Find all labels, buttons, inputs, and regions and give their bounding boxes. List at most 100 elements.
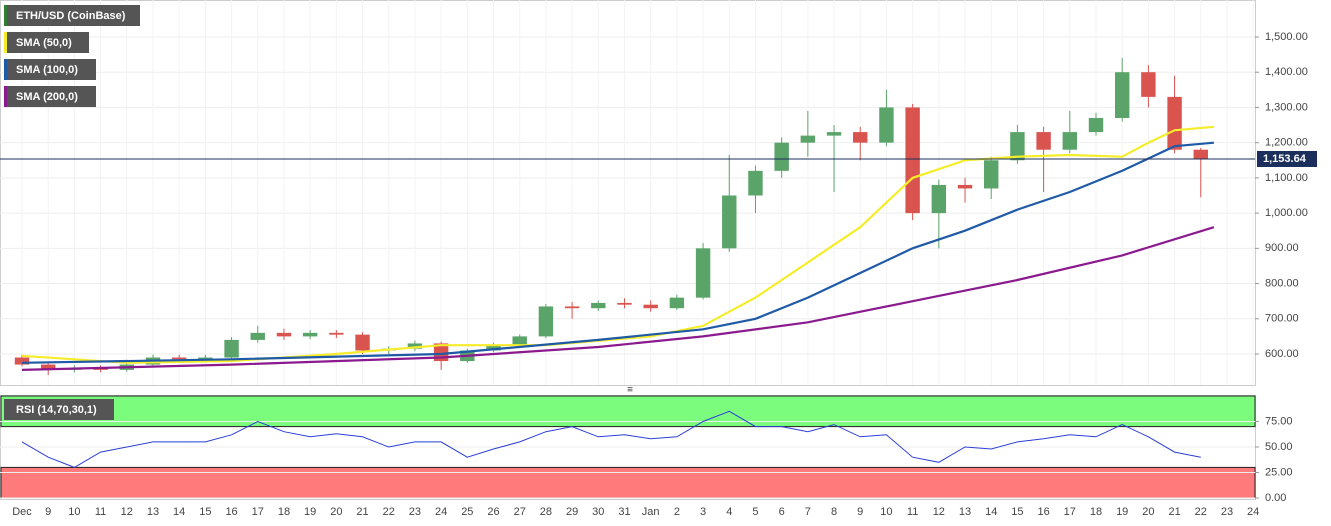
x-tick-label: 17 <box>1064 506 1076 518</box>
legend-label: ETH/USD (CoinBase) <box>16 10 126 22</box>
candle-body <box>224 339 239 358</box>
x-tick-label: 14 <box>985 506 997 518</box>
x-tick-label: 13 <box>147 506 159 518</box>
x-tick-label: 6 <box>779 506 785 518</box>
x-tick-label: 29 <box>566 506 578 518</box>
candle-body <box>643 304 658 309</box>
x-tick-label: 14 <box>173 506 185 518</box>
x-tick-label: Jan <box>642 506 660 518</box>
y-tick-label: 25.00 <box>1265 466 1293 478</box>
y-tick-label: 700.00 <box>1265 313 1299 325</box>
y-tick-label: 50.00 <box>1265 441 1293 453</box>
candle-body <box>774 142 789 171</box>
x-tick-label: 22 <box>1195 506 1207 518</box>
x-tick-label: 25 <box>461 506 473 518</box>
x-tick-label: 18 <box>278 506 290 518</box>
candle-body <box>40 364 56 370</box>
x-tick-label: 30 <box>592 506 604 518</box>
candle-body <box>171 357 187 360</box>
candle-body <box>591 302 606 309</box>
x-tick-label: 24 <box>435 506 447 518</box>
candle-body <box>198 357 213 360</box>
y-tick-label: 600.00 <box>1265 348 1299 360</box>
x-tick-label: 17 <box>252 506 264 518</box>
candle-body <box>1114 72 1130 119</box>
x-tick-label: 13 <box>959 506 971 518</box>
x-tick-label: 21 <box>1168 506 1180 518</box>
legend-swatch <box>4 5 7 26</box>
candle-body <box>984 160 999 189</box>
last-price-box <box>1257 150 1317 167</box>
legend-box <box>4 5 140 26</box>
candle-body <box>931 184 947 214</box>
rsi-line <box>21 410 1201 468</box>
candle-body <box>1010 132 1025 161</box>
sma-line <box>21 141 1214 364</box>
candle-body <box>1062 132 1078 150</box>
candle-body <box>302 332 318 337</box>
x-tick-label: 19 <box>304 506 316 518</box>
legend-label: SMA (50,0) <box>16 37 72 49</box>
legend-label: SMA (100,0) <box>16 64 78 76</box>
legend-swatch <box>4 86 7 107</box>
candle-body <box>957 184 973 189</box>
y-tick-label: 1,000.00 <box>1265 207 1308 219</box>
candle-body <box>564 306 580 309</box>
x-tick-label: 7 <box>805 506 811 518</box>
sma-line <box>21 226 1215 371</box>
y-tick-label: 1,500.00 <box>1265 31 1308 43</box>
y-tick-label: 1,400.00 <box>1265 66 1308 78</box>
y-tick-label: 900.00 <box>1265 242 1299 254</box>
candle-body <box>1088 118 1104 133</box>
y-tick-label: 0.00 <box>1265 492 1286 504</box>
candle-body <box>538 306 554 337</box>
x-tick-label: 20 <box>330 506 342 518</box>
x-tick-label: 31 <box>618 506 630 518</box>
x-tick-label: 19 <box>1116 506 1128 518</box>
legend-label: RSI (14,70,30,1) <box>16 404 97 416</box>
candle-body <box>748 170 763 196</box>
y-tick-label: 1,200.00 <box>1265 137 1308 149</box>
x-tick-label: 16 <box>1037 506 1049 518</box>
candle-body <box>826 132 842 136</box>
legend-box <box>4 32 89 53</box>
y-tick-label: 1,100.00 <box>1265 172 1308 184</box>
candle-body <box>1167 96 1182 150</box>
x-tick-label: 3 <box>700 506 706 518</box>
x-tick-label: 9 <box>45 506 51 518</box>
candle-body <box>800 135 816 143</box>
legend-box <box>4 399 114 420</box>
x-tick-label: 10 <box>68 506 80 518</box>
x-tick-label: 9 <box>857 506 863 518</box>
x-tick-label: 21 <box>356 506 368 518</box>
x-tick-label: 12 <box>933 506 945 518</box>
candle-body <box>14 357 30 365</box>
oversold-band <box>0 466 1256 499</box>
candle-body <box>879 107 894 143</box>
y-tick-label: 800.00 <box>1265 277 1299 289</box>
x-tick-label: 4 <box>726 506 732 518</box>
x-tick-label: 23 <box>409 506 421 518</box>
price-panel <box>0 0 1256 386</box>
legend-label: SMA (200,0) <box>16 91 78 103</box>
x-tick-label: 18 <box>1090 506 1102 518</box>
candle-body <box>407 343 423 349</box>
splitter[interactable]: ≡ <box>627 385 633 396</box>
x-tick-label: 23 <box>1221 506 1233 518</box>
x-tick-label: 11 <box>907 506 918 518</box>
candle-body <box>1141 72 1156 97</box>
x-tick-label: 24 <box>1247 506 1259 518</box>
legend-swatch <box>4 59 7 80</box>
y-tick-label: 1,300.00 <box>1265 101 1308 113</box>
legend-box <box>4 59 96 80</box>
x-tick-label: 2 <box>674 506 680 518</box>
x-tick-label: 20 <box>1142 506 1154 518</box>
x-tick-label: 28 <box>540 506 552 518</box>
x-tick-label: 12 <box>121 506 133 518</box>
x-tick-label: 15 <box>199 506 211 518</box>
x-tick-label: 5 <box>752 506 758 518</box>
candle-body <box>250 332 265 340</box>
x-tick-label: 16 <box>225 506 237 518</box>
legend-box <box>4 86 96 107</box>
